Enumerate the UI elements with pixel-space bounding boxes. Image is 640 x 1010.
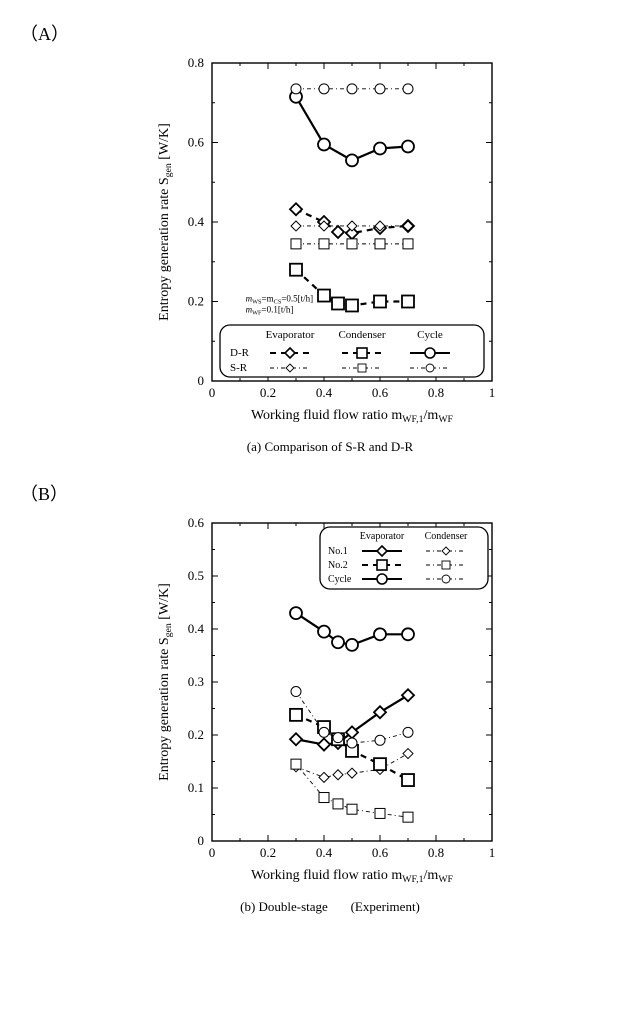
svg-text:1: 1 [489,385,496,400]
svg-text:0.2: 0.2 [188,294,204,309]
svg-text:Working fluid flow ratio mWF,: Working fluid flow ratio mWF,1/mWF [251,868,454,885]
svg-text:Cycle: Cycle [417,329,443,341]
svg-text:0.3: 0.3 [188,674,204,689]
svg-text:Working fluid flow ratio mWF,: Working fluid flow ratio mWF,1/mWF [251,408,454,425]
panel-a-label: （A） [20,20,640,46]
svg-text:0: 0 [209,845,216,860]
svg-text:D-R: D-R [230,347,250,359]
svg-text:No.2: No.2 [328,560,348,571]
svg-text:0: 0 [198,373,205,388]
svg-text:Condenser: Condenser [338,329,385,341]
svg-text:0.2: 0.2 [260,385,276,400]
svg-text:0: 0 [209,385,216,400]
svg-text:Condenser: Condenser [425,531,468,542]
svg-text:0.5: 0.5 [188,568,204,583]
caption-b: (b) Double-stage (Experiment) [10,899,640,915]
svg-text:0.1: 0.1 [188,780,204,795]
svg-text:0.8: 0.8 [428,845,444,860]
caption-b-right: (Experiment) [351,899,420,914]
svg-text:Evaporator: Evaporator [266,329,315,341]
chart-b-wrap: 0 0.2 0.4 0.6 0.8 1 0 0.1 0.2 0.3 0.4 0.5 0.6 Working… [10,511,640,891]
svg-text:0.6: 0.6 [188,515,205,530]
chart-b: 0 0.2 0.4 0.6 0.8 1 0 0.1 0.2 0.3 0.4 0.5 0.6 Working… [150,511,510,891]
svg-text:0.8: 0.8 [188,55,204,70]
svg-text:S-R: S-R [230,362,248,374]
svg-text:0.2: 0.2 [188,727,204,742]
svg-text:0.6: 0.6 [372,385,389,400]
svg-text:0.4: 0.4 [316,385,333,400]
svg-text:0.2: 0.2 [260,845,276,860]
svg-text:0.6: 0.6 [188,135,205,150]
svg-text:No.1: No.1 [328,546,348,557]
caption-a: (a) Comparison of S-R and D-R [10,439,640,455]
svg-text:1: 1 [489,845,496,860]
panel-b-label: （B） [20,480,640,506]
svg-text:Entropy generation rate Sgen: Entropy generation rate Sgen [W/K] [157,583,174,781]
svg-text:0.4: 0.4 [188,214,205,229]
chart-a: 0 0.2 0.4 0.6 0.8 1 0 0.2 0.4 0.6 0.8 Working fluid… [150,51,510,431]
svg-text:0.4: 0.4 [316,845,333,860]
svg-text:0.6: 0.6 [372,845,389,860]
caption-b-left: (b) Double-stage [240,899,328,914]
svg-text:0.4: 0.4 [188,621,205,636]
svg-text:Evaporator: Evaporator [360,531,405,542]
chart-a-wrap: 0 0.2 0.4 0.6 0.8 1 0 0.2 0.4 0.6 0.8 Working fluid… [10,51,640,431]
svg-text:0: 0 [198,833,205,848]
svg-text:0.8: 0.8 [428,385,444,400]
svg-text:Entropy generation rate Sgen: Entropy generation rate Sgen [W/K] [157,123,174,321]
svg-text:Cycle: Cycle [328,574,352,585]
